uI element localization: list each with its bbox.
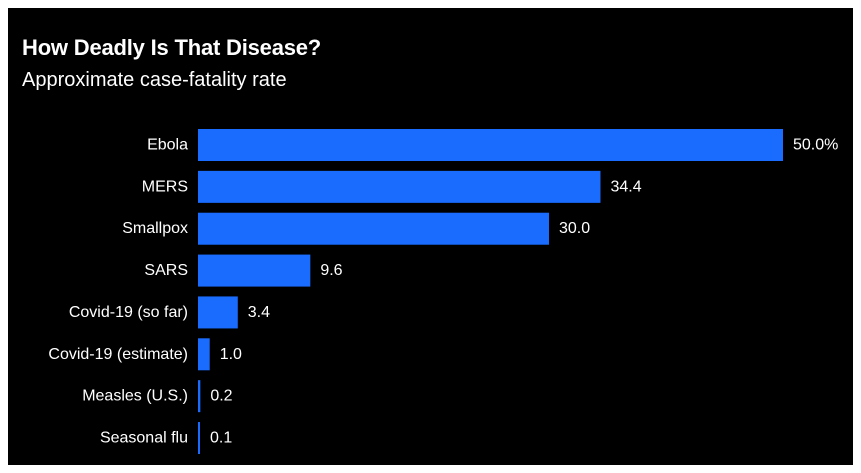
category-label: Smallpox xyxy=(122,220,188,237)
value-label: 9.6 xyxy=(320,262,342,279)
bar-chart: Ebola 50.0% MERS 34.4 Smallpox 30.0 SARS 9.6 Cov… xyxy=(48,129,838,455)
value-label: 30.0 xyxy=(559,220,590,237)
value-label: 0.2 xyxy=(210,388,232,405)
category-label: Seasonal flu xyxy=(100,430,188,447)
category-label: Ebola xyxy=(147,137,188,154)
chart-frame: How Deadly Is That Disease? Approximate … xyxy=(8,8,853,465)
bar xyxy=(198,422,200,455)
bar xyxy=(198,296,238,329)
bar xyxy=(198,380,201,413)
value-label: 34.4 xyxy=(610,178,641,195)
bar xyxy=(198,338,210,371)
category-label: Covid-19 (estimate) xyxy=(48,346,188,363)
chart-subtitle: Approximate case-fatality rate xyxy=(22,69,287,91)
category-label: MERS xyxy=(142,178,188,195)
value-label: 50.0% xyxy=(793,137,838,154)
value-label: 1.0 xyxy=(220,346,242,363)
chart-title: How Deadly Is That Disease? xyxy=(22,35,322,60)
bar xyxy=(198,254,311,287)
bar xyxy=(198,170,601,203)
category-label: SARS xyxy=(144,262,188,279)
value-label: 3.4 xyxy=(248,304,270,321)
value-label: 0.1 xyxy=(210,430,232,447)
bar xyxy=(198,129,783,161)
bar xyxy=(198,212,549,245)
category-label: Covid-19 (so far) xyxy=(69,304,188,321)
category-label: Measles (U.S.) xyxy=(82,388,188,405)
